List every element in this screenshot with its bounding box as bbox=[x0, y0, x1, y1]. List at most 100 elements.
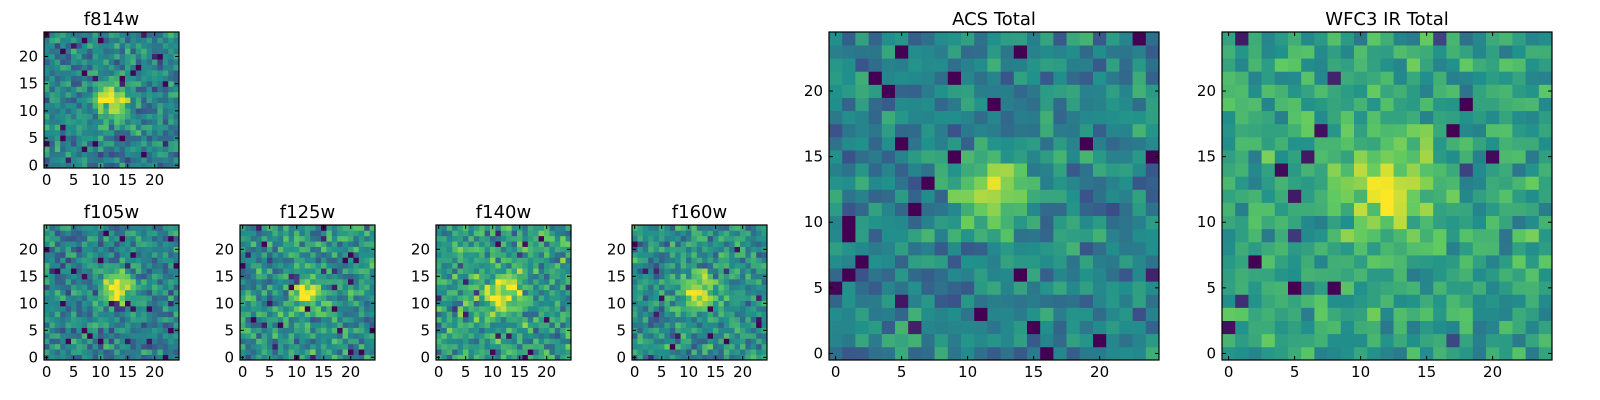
pixel-cell bbox=[326, 284, 333, 291]
pixel-cell bbox=[358, 262, 365, 269]
pixel-cell bbox=[114, 252, 120, 258]
pixel-cell bbox=[1040, 202, 1054, 217]
pixel-cell bbox=[49, 349, 56, 355]
pixel-cell bbox=[961, 333, 975, 348]
pixel-cell bbox=[452, 257, 458, 264]
pixel-cell bbox=[734, 354, 741, 361]
pixel-cell bbox=[353, 327, 360, 334]
pixel-cell bbox=[829, 123, 843, 138]
pixel-cell bbox=[707, 333, 714, 339]
pixel-cell bbox=[130, 225, 137, 231]
pixel-cell bbox=[921, 281, 935, 295]
pixel-cell bbox=[267, 246, 273, 253]
pixel-cell bbox=[108, 295, 115, 301]
pixel-cell bbox=[506, 279, 512, 285]
pixel-cell bbox=[436, 257, 442, 264]
pixel-cell bbox=[1288, 241, 1302, 256]
pixel-cell bbox=[76, 241, 83, 247]
pixel-cell bbox=[895, 110, 909, 125]
pixel-cell bbox=[1261, 268, 1276, 282]
pixel-cell bbox=[829, 215, 843, 230]
pixel-cell bbox=[76, 316, 83, 323]
pixel-cell bbox=[240, 235, 246, 242]
pixel-cell bbox=[686, 284, 692, 291]
pixel-cell bbox=[108, 59, 115, 65]
pixel-cell bbox=[1248, 58, 1262, 72]
pixel-cell bbox=[240, 306, 246, 312]
pixel-cell bbox=[549, 306, 556, 312]
pixel-cell bbox=[659, 306, 665, 312]
pixel-cell bbox=[729, 311, 735, 318]
pixel-cell bbox=[895, 84, 909, 98]
pixel-cell bbox=[44, 146, 50, 153]
pixel-cell bbox=[162, 316, 169, 323]
pixel-cell bbox=[490, 289, 496, 296]
pixel-cell bbox=[173, 157, 180, 163]
pixel-cell bbox=[1459, 255, 1474, 269]
pixel-cell bbox=[1538, 307, 1553, 321]
pixel-cell bbox=[81, 327, 88, 334]
pixel-cell bbox=[1261, 110, 1276, 125]
pixel-cell bbox=[76, 59, 83, 65]
pixel-cell bbox=[642, 316, 649, 323]
pixel-cell bbox=[855, 110, 869, 125]
pixel-cell bbox=[261, 273, 268, 280]
pixel-cell bbox=[267, 289, 273, 296]
pixel-cell bbox=[1393, 84, 1408, 98]
pixel-cell bbox=[511, 230, 518, 237]
pixel-cell bbox=[723, 279, 730, 285]
pixel-cell bbox=[141, 295, 147, 301]
pixel-cell bbox=[446, 354, 453, 361]
pixel-cell bbox=[135, 279, 142, 285]
pixel-cell bbox=[1420, 45, 1434, 59]
pixel-cell bbox=[54, 59, 61, 65]
pixel-cell bbox=[364, 327, 370, 334]
pixel-cell bbox=[881, 58, 896, 72]
pixel-cell bbox=[152, 53, 158, 60]
pixel-cell bbox=[533, 268, 539, 274]
pixel-cell bbox=[554, 262, 561, 269]
pixel-cell bbox=[326, 295, 333, 301]
pixel-cell bbox=[675, 354, 681, 361]
pixel-cell bbox=[479, 268, 485, 274]
y-tick-label: 0 bbox=[28, 348, 38, 366]
pixel-cell bbox=[119, 37, 126, 44]
pixel-cell bbox=[538, 257, 545, 264]
pixel-cell bbox=[745, 257, 752, 264]
pixel-cell bbox=[653, 241, 660, 247]
pixel-cell bbox=[267, 279, 273, 285]
x-tick-label: 10 bbox=[483, 363, 502, 381]
pixel-cell bbox=[1525, 228, 1540, 243]
pixel-cell bbox=[1433, 176, 1447, 190]
pixel-cell bbox=[103, 146, 110, 153]
pixel-cell bbox=[44, 279, 50, 285]
pixel-cell bbox=[294, 268, 300, 274]
pixel-cell bbox=[315, 338, 322, 345]
pixel-cell bbox=[76, 53, 83, 60]
pixel-cell bbox=[974, 176, 988, 190]
pixel-cell bbox=[98, 284, 104, 291]
pixel-cell bbox=[141, 53, 147, 60]
pixel-cell bbox=[76, 162, 83, 169]
pixel-cell bbox=[947, 333, 962, 348]
pixel-cell bbox=[756, 343, 762, 350]
pixel-cell bbox=[130, 300, 137, 307]
pixel-cell bbox=[436, 289, 442, 296]
pixel-cell bbox=[895, 294, 909, 308]
pixel-cell bbox=[1145, 228, 1160, 243]
pixel-cell bbox=[71, 75, 77, 82]
pixel-cell bbox=[1459, 307, 1474, 321]
pixel-cell bbox=[1106, 136, 1120, 151]
pixel-cell bbox=[98, 91, 104, 98]
pixel-cell bbox=[146, 338, 153, 345]
pixel-cell bbox=[168, 32, 174, 38]
pixel-cell bbox=[691, 273, 698, 280]
pixel-cell bbox=[664, 273, 671, 280]
pixel-cell bbox=[141, 338, 147, 345]
pixel-cell bbox=[829, 281, 843, 295]
pixel-cell bbox=[87, 124, 93, 131]
pixel-cell bbox=[1486, 163, 1500, 177]
pixel-cell bbox=[659, 279, 665, 285]
pixel-cell bbox=[1288, 307, 1302, 321]
pixel-cell bbox=[463, 327, 469, 334]
